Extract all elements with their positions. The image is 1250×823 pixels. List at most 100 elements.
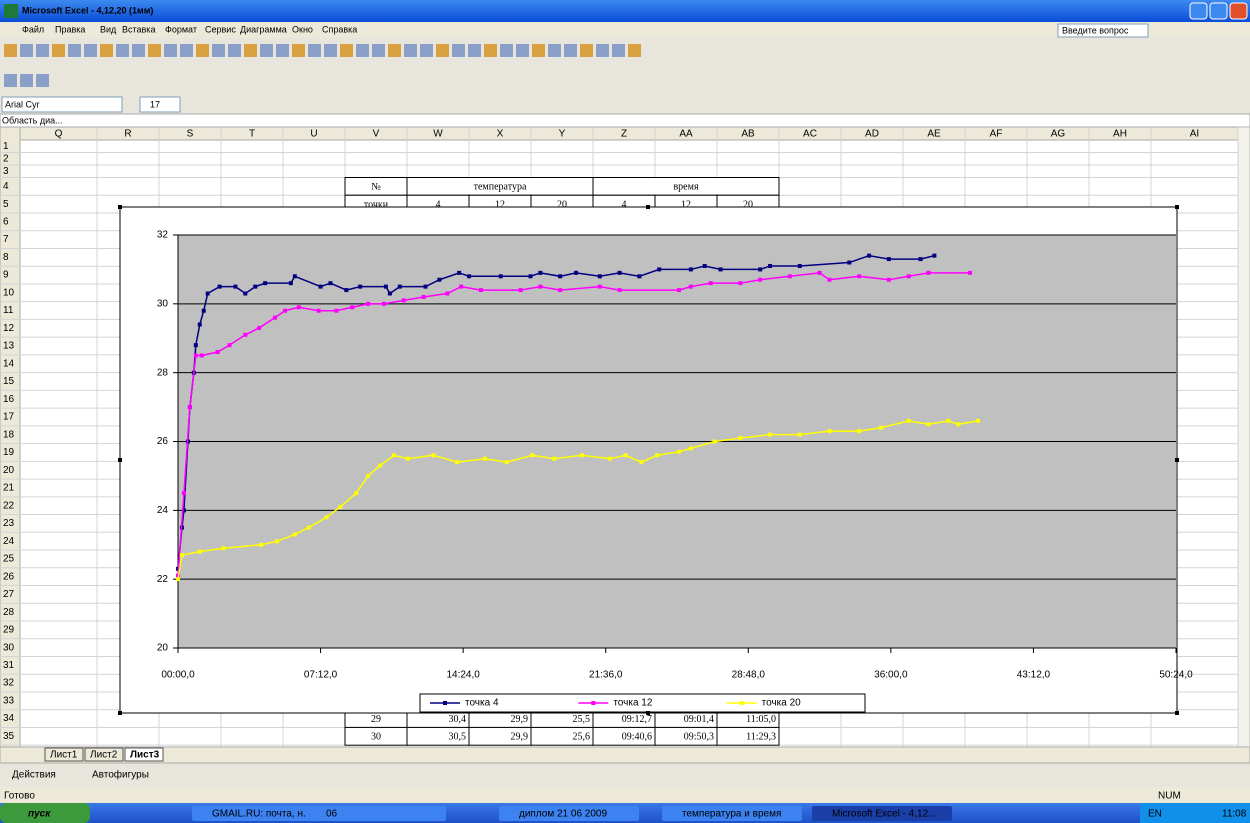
task-label: температура и время	[682, 809, 781, 820]
point-marker	[538, 270, 543, 275]
toolbar-icon	[4, 74, 17, 87]
point-marker	[227, 343, 232, 348]
menu-item[interactable]: Справка	[322, 24, 357, 34]
menu-item[interactable]: Файл	[22, 24, 44, 34]
selection-handle	[118, 458, 122, 462]
point-marker	[354, 491, 359, 496]
task-button[interactable]	[499, 806, 639, 821]
draw-tool[interactable]: Действия	[12, 770, 56, 781]
toolbar-icon	[356, 44, 369, 57]
point-marker	[906, 418, 911, 423]
draw-tool[interactable]: Автофигуры	[92, 769, 149, 781]
point-marker	[712, 439, 717, 444]
point-marker	[702, 263, 707, 268]
menu-item[interactable]: Правка	[55, 24, 85, 34]
point-marker	[552, 456, 557, 461]
point-marker	[574, 270, 579, 275]
toolbar-icon	[436, 44, 449, 57]
task-button[interactable]	[192, 806, 332, 821]
status-text: Готово	[4, 791, 35, 802]
toolbar-icon	[212, 44, 225, 57]
toolbar-icon	[452, 44, 465, 57]
bottom-ui: Лист1 Лист2 Лист3 Действия Автофигуры Готово N…	[0, 746, 1250, 821]
toolbar-icon	[324, 44, 337, 57]
help-box[interactable]	[1057, 23, 1149, 38]
point-marker	[306, 525, 311, 530]
selection-handle	[646, 711, 650, 715]
table-text: 09:01,4	[684, 714, 714, 725]
task-button[interactable]	[306, 806, 446, 821]
row-header: 20	[3, 465, 15, 476]
point-marker	[623, 453, 628, 458]
close-button[interactable]	[1229, 2, 1248, 20]
point-marker	[377, 463, 382, 468]
menu-item[interactable]: Вид	[100, 24, 117, 34]
point-marker	[328, 281, 333, 286]
point-marker	[197, 549, 202, 554]
point-marker	[181, 491, 186, 496]
point-marker	[243, 291, 248, 296]
toolbar-icon	[404, 44, 417, 57]
row-header: 5	[3, 199, 9, 210]
row-header: 34	[3, 713, 15, 724]
y-tick-label: 30	[157, 298, 169, 309]
window-title: Microsoft Excel - 4,12,20 (1мм)	[22, 5, 153, 15]
point-marker	[197, 322, 202, 327]
maximize-button[interactable]	[1209, 2, 1228, 20]
column-header: AA	[679, 129, 693, 140]
task-button[interactable]	[812, 806, 952, 821]
point-marker	[657, 267, 662, 272]
x-tick-label: 14:24,0	[446, 670, 480, 681]
row-header: 16	[3, 394, 15, 405]
row-header: 7	[3, 234, 9, 245]
point-marker	[926, 270, 931, 275]
v-scrollbar[interactable]	[1237, 126, 1250, 748]
selection-handle	[118, 205, 122, 209]
table-text: 25,5	[573, 714, 591, 725]
table-text: время	[673, 182, 698, 193]
sheet-tab[interactable]	[124, 747, 164, 762]
x-tick-label: 36:00,0	[874, 670, 908, 681]
toolbar-icon	[84, 44, 97, 57]
point-marker	[445, 291, 450, 296]
series-line	[177, 420, 979, 580]
help-box-text: Введите вопрос	[1062, 25, 1129, 35]
font-box[interactable]	[1, 96, 123, 113]
row-header: 32	[3, 678, 15, 689]
point-marker	[292, 532, 297, 537]
column-header: U	[310, 129, 317, 140]
minimize-button[interactable]	[1189, 2, 1208, 20]
point-marker	[215, 350, 220, 355]
point-marker	[797, 263, 802, 268]
tab-strip	[0, 746, 1250, 764]
column-header: Z	[621, 129, 627, 140]
point-marker	[459, 284, 464, 289]
tray-clock: 11:08	[1222, 809, 1247, 820]
toolbar-icon	[260, 44, 273, 57]
row-header: 17	[3, 412, 15, 423]
start-button[interactable]	[0, 803, 90, 823]
task-button[interactable]	[662, 806, 802, 821]
point-marker	[932, 253, 937, 258]
task-label: GMAIL.RU: почта, н...	[212, 809, 311, 820]
size-box[interactable]	[139, 96, 181, 113]
menu-item[interactable]: Диаграмма	[240, 24, 287, 34]
menu-item[interactable]: Вставка	[122, 24, 155, 34]
menu-item[interactable]: Окно	[292, 24, 313, 34]
point-marker	[288, 281, 293, 286]
toolbar-icon	[276, 44, 289, 57]
sheet-tab[interactable]	[44, 747, 84, 762]
row-header: 18	[3, 429, 15, 440]
menu-item[interactable]: Формат	[165, 24, 197, 34]
menu-item[interactable]: Сервис	[205, 24, 236, 34]
point-marker	[391, 453, 396, 458]
column-header: X	[497, 129, 504, 140]
x-tick-label: 28:48,0	[732, 670, 766, 681]
row-header: 1	[3, 141, 9, 152]
legend-marker	[443, 701, 447, 705]
point-marker	[768, 432, 773, 437]
row-header: 3	[3, 166, 9, 177]
y-tick-label: 26	[157, 436, 169, 447]
sheet-tab[interactable]	[84, 747, 124, 762]
